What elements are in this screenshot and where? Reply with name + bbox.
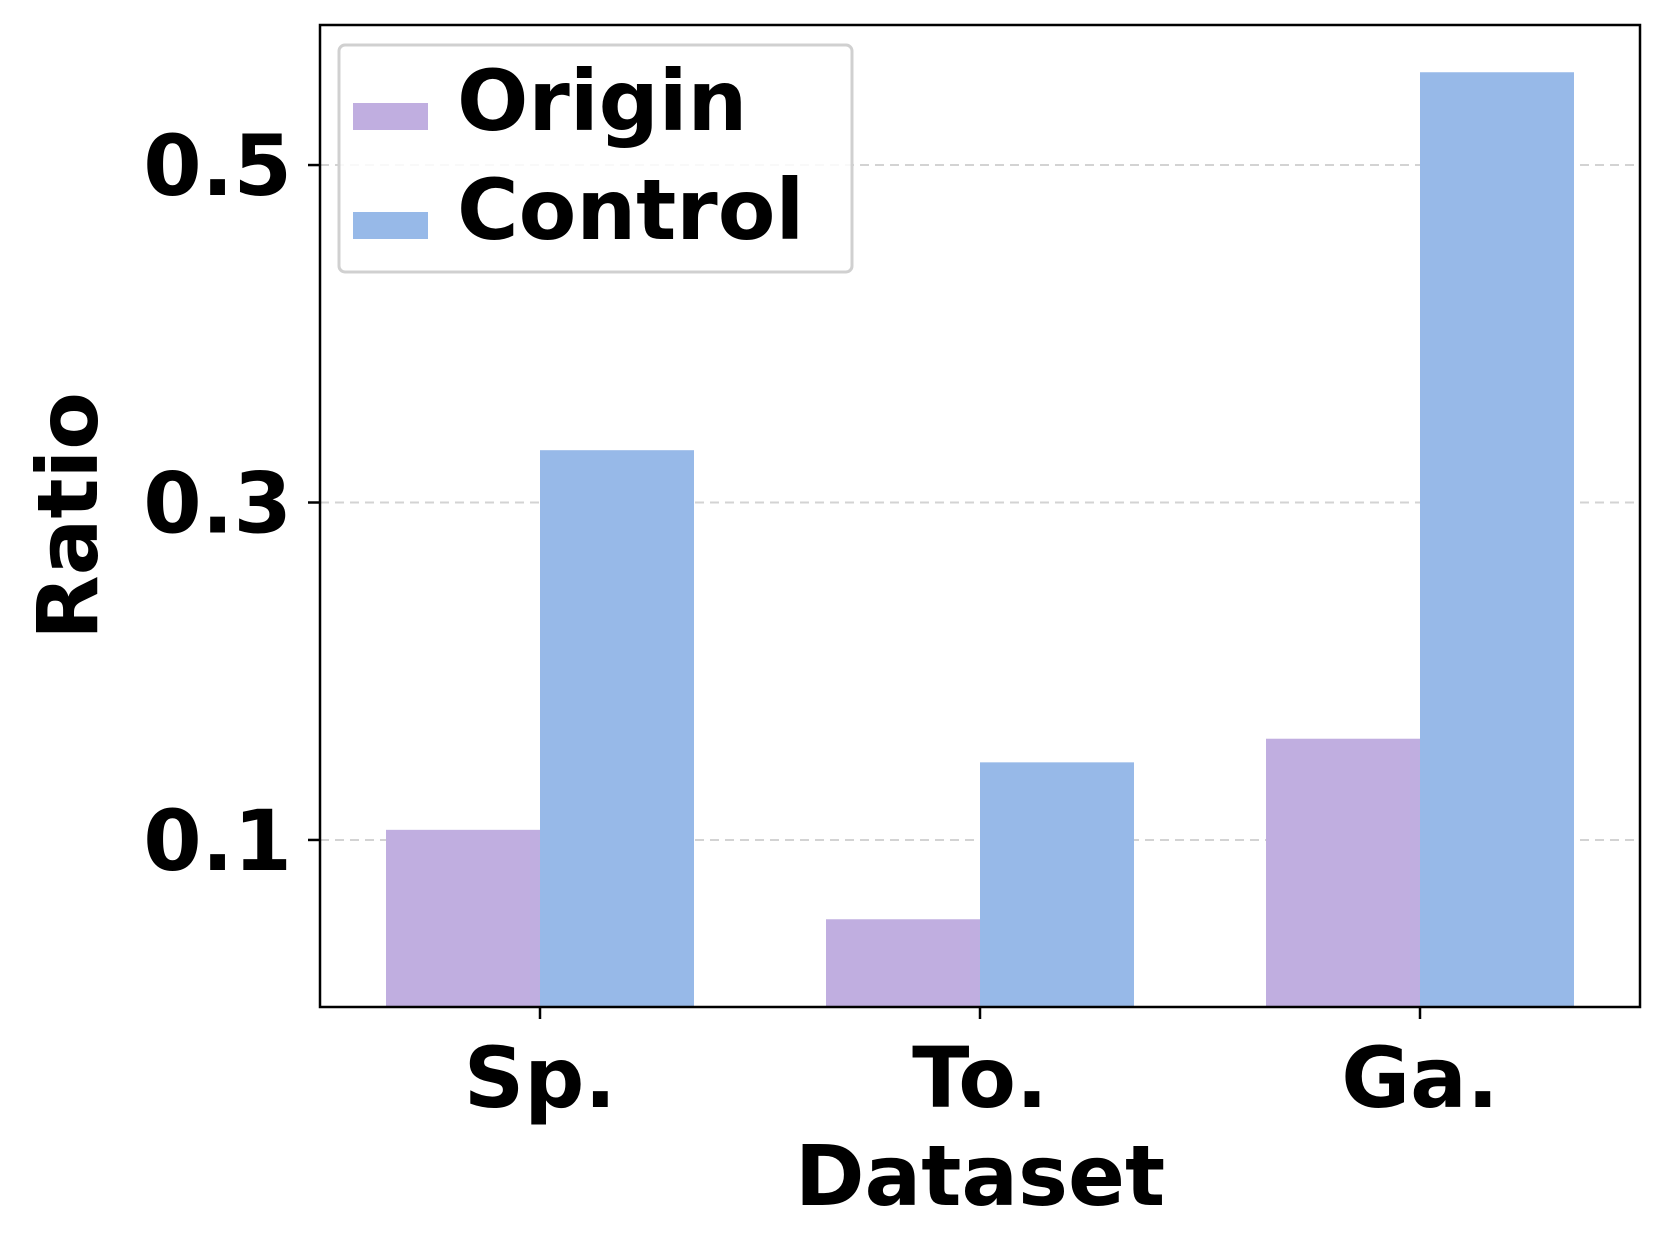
legend-label-origin: Origin	[457, 52, 747, 150]
x-tick-label: Ga.	[1341, 1029, 1499, 1127]
legend-box	[337, 43, 854, 274]
bar-origin-sp	[386, 829, 540, 1007]
y-tick-label: 0.1	[143, 792, 292, 890]
bar-control-ga	[1420, 72, 1574, 1007]
bars	[386, 72, 1574, 1007]
y-axis-ticks: 0.1 0.3 0.5	[143, 117, 320, 890]
bar-control-to	[980, 762, 1134, 1007]
bar-origin-ga	[1266, 738, 1420, 1007]
x-tick-label: To.	[912, 1029, 1048, 1127]
x-tick-label: Sp.	[464, 1029, 617, 1127]
y-tick-label: 0.5	[143, 117, 292, 215]
legend-swatch-origin	[353, 103, 428, 130]
y-tick-label: 0.3	[143, 455, 292, 553]
legend-label-control: Control	[457, 161, 804, 259]
bar-control-sp	[540, 450, 694, 1007]
x-axis-ticks: Sp. To. Ga.	[464, 1007, 1499, 1127]
bar-origin-to	[826, 919, 980, 1007]
legend-swatch-control	[353, 212, 428, 239]
y-axis-label: Ratio	[19, 392, 117, 640]
x-axis-label: Dataset	[795, 1127, 1165, 1225]
legend: Origin Control	[337, 43, 854, 274]
